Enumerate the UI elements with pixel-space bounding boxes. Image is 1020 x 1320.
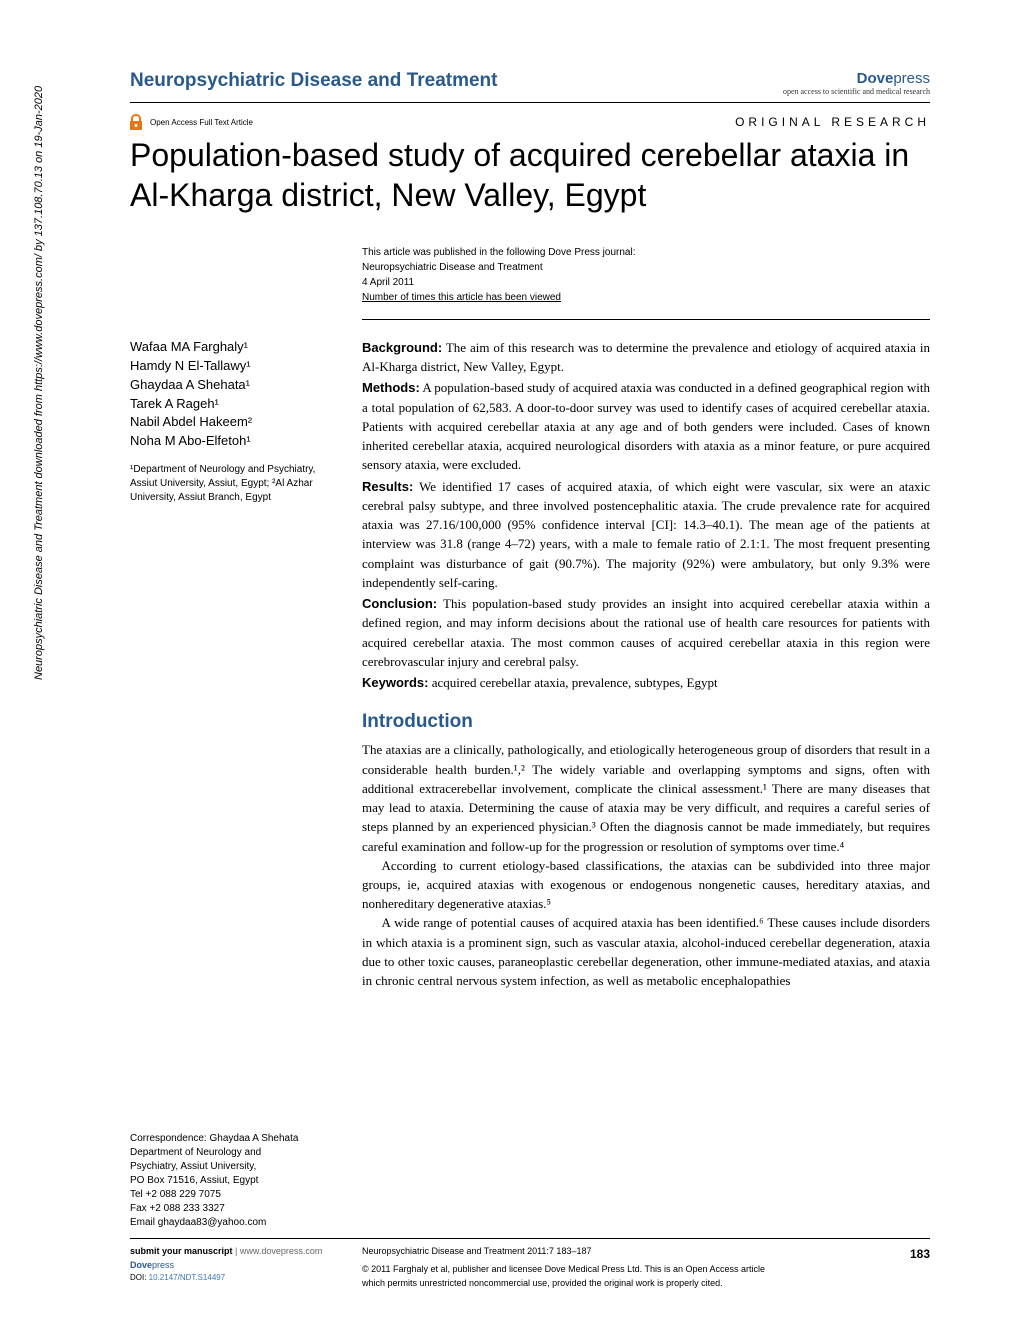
author: Noha M Abo-Elfetoh¹: [130, 432, 336, 451]
abstract-text: acquired cerebellar ataxia, prevalence, …: [428, 675, 717, 690]
author: Tarek A Rageh¹: [130, 395, 336, 414]
publisher-logo: Dovepress: [783, 70, 930, 87]
left-column: Wafaa MA Farghaly¹ Hamdy N El-Tallawy¹ G…: [130, 338, 336, 990]
abstract-label: Conclusion:: [362, 596, 437, 611]
author: Ghaydaa A Shehata¹: [130, 376, 336, 395]
open-access-icon: [130, 114, 142, 130]
corr-line: Tel +2 088 229 7075: [130, 1188, 336, 1202]
copyright: which permits unrestricted noncommercial…: [362, 1277, 930, 1291]
body-paragraph: According to current etiology-based clas…: [362, 856, 930, 914]
oa-label: Open Access Full Text Article: [150, 118, 253, 127]
side-download-note: Neuropsychiatric Disease and Treatment d…: [33, 0, 45, 680]
footer-right: Neuropsychiatric Disease and Treatment 2…: [362, 1245, 930, 1290]
body-paragraph: A wide range of potential causes of acqu…: [362, 913, 930, 990]
abstract: Background: The aim of this research was…: [362, 338, 930, 692]
corr-line: Fax +2 088 233 3327: [130, 1202, 336, 1216]
page-container: Neuropsychiatric Disease and Treatment D…: [0, 0, 1020, 1030]
header-row: Neuropsychiatric Disease and Treatment D…: [130, 70, 930, 103]
journal-title: Neuropsychiatric Disease and Treatment: [130, 70, 497, 92]
correspondence-block: Correspondence: Ghaydaa A Shehata Depart…: [130, 1132, 336, 1230]
pub-info-line: This article was published in the follow…: [362, 245, 930, 260]
corr-line: Correspondence: Ghaydaa A Shehata: [130, 1132, 336, 1146]
corr-line: Email ghaydaa83@yahoo.com: [130, 1216, 336, 1230]
oa-badge: Open Access Full Text Article: [130, 113, 253, 131]
article-type: ORIGINAL RESEARCH: [735, 115, 930, 129]
abstract-label: Keywords:: [362, 675, 428, 690]
citation: Neuropsychiatric Disease and Treatment 2…: [362, 1245, 591, 1263]
author: Nabil Abdel Hakeem²: [130, 413, 336, 432]
author: Wafaa MA Farghaly¹: [130, 338, 336, 357]
abstract-label: Methods:: [362, 380, 420, 395]
pub-info-rule: [362, 319, 930, 320]
abstract-text: This population-based study provides an …: [362, 596, 930, 669]
publisher-bold: Dove: [857, 70, 894, 87]
copyright: © 2011 Farghaly et al, publisher and lic…: [362, 1263, 930, 1277]
page-number: 183: [910, 1245, 930, 1263]
submit-label[interactable]: submit your manuscript: [130, 1246, 233, 1256]
footer-left: submit your manuscript | www.dovepress.c…: [130, 1245, 336, 1290]
abstract-label: Results:: [362, 479, 413, 494]
pub-info-line: Neuropsychiatric Disease and Treatment: [362, 260, 930, 275]
corr-line: Psychiatry, Assiut University,: [130, 1160, 336, 1174]
body-paragraph: The ataxias are a clinically, pathologic…: [362, 740, 930, 855]
pub-info-line: 4 April 2011: [362, 275, 930, 290]
article-type-row: Open Access Full Text Article ORIGINAL R…: [130, 113, 930, 131]
article-title: Population-based study of acquired cereb…: [130, 135, 930, 215]
corr-line: Department of Neurology and: [130, 1146, 336, 1160]
section-heading: Introduction: [362, 708, 930, 736]
author-list: Wafaa MA Farghaly¹ Hamdy N El-Tallawy¹ G…: [130, 338, 336, 451]
publisher-block: Dovepress open access to scientific and …: [783, 70, 930, 96]
submit-url[interactable]: | www.dovepress.com: [233, 1246, 323, 1256]
doi: DOI: 10.2147/NDT.S14497: [130, 1272, 336, 1284]
open-access-tagline: open access to scientific and medical re…: [783, 87, 930, 96]
abstract-text: We identified 17 cases of acquired ataxi…: [362, 479, 930, 590]
corr-line: PO Box 71516, Assiut, Egypt: [130, 1174, 336, 1188]
publisher-light: press: [893, 70, 930, 87]
content-columns: Wafaa MA Farghaly¹ Hamdy N El-Tallawy¹ G…: [130, 338, 930, 990]
abstract-label: Background:: [362, 340, 442, 355]
footer-publisher: Dovepress: [130, 1259, 336, 1273]
footer: submit your manuscript | www.dovepress.c…: [130, 1238, 930, 1290]
affiliations: ¹Department of Neurology and Psychiatry,…: [130, 463, 336, 505]
abstract-text: The aim of this research was to determin…: [362, 340, 930, 374]
abstract-text: A population-based study of acquired ata…: [362, 380, 930, 472]
right-column: Background: The aim of this research was…: [362, 338, 930, 990]
view-count-link[interactable]: Number of times this article has been vi…: [362, 290, 930, 305]
author: Hamdy N El-Tallawy¹: [130, 357, 336, 376]
publication-info: This article was published in the follow…: [362, 245, 930, 305]
